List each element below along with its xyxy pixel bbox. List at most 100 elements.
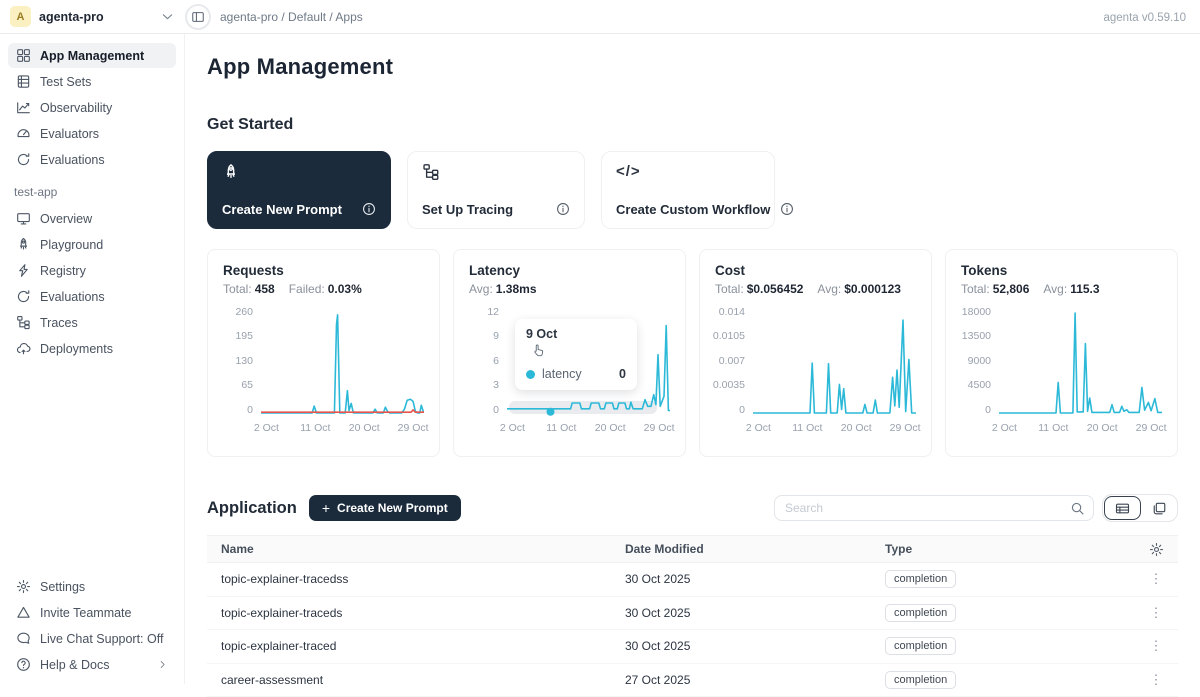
get-started-card-0[interactable]: Create New Prompt [207, 151, 391, 229]
get-started-card-1[interactable]: Set Up Tracing [407, 151, 585, 229]
chevron-down-icon [160, 9, 175, 24]
y-tick: 0.014 [719, 307, 745, 318]
card-view-icon [1152, 501, 1167, 516]
series-requests [261, 315, 424, 413]
sidebar-item-label: Settings [40, 580, 85, 594]
sidebar-item-label: Evaluators [40, 127, 99, 141]
code-icon: </> [616, 163, 641, 180]
table-row[interactable]: topic-explainer-traced 30 Oct 2025 compl… [207, 630, 1178, 664]
y-tick: 65 [241, 380, 253, 391]
sidebar-item-test-sets[interactable]: Test Sets [8, 69, 176, 94]
table-row[interactable]: topic-explainer-tracedss 30 Oct 2025 com… [207, 563, 1178, 597]
topbar: A agenta-pro agenta-pro / Default / Apps… [0, 0, 1200, 34]
sidebar-item-playground[interactable]: Playground [8, 232, 176, 257]
column-name[interactable]: Name [207, 542, 611, 556]
create-button-label: Create New Prompt [337, 501, 448, 515]
sidebar-item-live-chat[interactable]: Live Chat Support: Off [8, 626, 176, 651]
chart-title: Latency [469, 263, 670, 278]
hover-marker [547, 408, 555, 416]
workspace-name: agenta-pro [39, 10, 104, 24]
panel-left-icon [191, 10, 205, 24]
x-tick: 20 Oct [349, 422, 380, 434]
appstore-icon [16, 48, 31, 63]
table-view-button[interactable] [1104, 496, 1141, 520]
version-label: agenta v0.59.10 [1104, 12, 1187, 24]
x-tick: 29 Oct [890, 422, 921, 434]
stat: Avg:$0.000123 [817, 282, 901, 296]
sidebar-toggle-button[interactable] [185, 4, 211, 30]
column-date-modified[interactable]: Date Modified [611, 542, 871, 556]
sidebar-item-observability[interactable]: Observability [8, 95, 176, 120]
applications-table: Name Date Modified Type topic-explainer-… [207, 535, 1178, 697]
tree-icon [16, 315, 31, 330]
cost-card: Cost Total:$0.056452 Avg:$0.000123 0.014 0… [699, 249, 932, 457]
sidebar-item-label: Deployments [40, 342, 113, 356]
sidebar-item-help-docs[interactable]: Help & Docs [8, 652, 176, 677]
more-actions-icon[interactable]: ⋮ [1146, 571, 1167, 587]
more-actions-icon[interactable]: ⋮ [1146, 605, 1167, 621]
card-label: Create Custom Workflow [616, 202, 770, 217]
sidebar-item-deployments[interactable]: Deployments [8, 336, 176, 361]
x-tick: 29 Oct [644, 422, 675, 434]
column-type[interactable]: Type [871, 542, 1134, 556]
sidebar-item-evaluations[interactable]: Evaluations [8, 147, 176, 172]
workspace-avatar: A [10, 6, 31, 27]
x-tick: 29 Oct [398, 422, 429, 434]
info-icon[interactable] [556, 202, 570, 216]
create-new-prompt-button[interactable]: + Create New Prompt [309, 495, 461, 521]
sidebar-item-label: Invite Teammate [40, 606, 131, 620]
sidebar-item-label: Observability [40, 101, 112, 115]
search-icon[interactable] [1070, 501, 1085, 516]
sidebar-item-overview[interactable]: Overview [8, 206, 176, 231]
sidebar-item-evaluations[interactable]: Evaluations [8, 284, 176, 309]
card-label: Create New Prompt [222, 202, 342, 217]
more-actions-icon[interactable]: ⋮ [1146, 672, 1167, 688]
invite-icon [16, 605, 31, 620]
gear-icon[interactable] [1149, 542, 1164, 557]
type-badge: completion [885, 570, 956, 588]
application-title: Application [207, 499, 297, 518]
sidebar-item-settings[interactable]: Settings [8, 574, 176, 599]
sidebar-item-traces[interactable]: Traces [8, 310, 176, 335]
app-name-cell: topic-explainer-traceds [207, 606, 611, 620]
sidebar: App Management Test Sets Observability E… [0, 34, 185, 684]
y-tick: 13500 [962, 331, 991, 342]
info-icon[interactable] [362, 202, 376, 216]
date-modified-cell: 30 Oct 2025 [611, 572, 871, 586]
app-name-cell: topic-explainer-traced [207, 639, 611, 653]
monitor-icon [16, 211, 31, 226]
stat: Total:$0.056452 [715, 282, 803, 296]
table-row[interactable]: career-assessment 27 Oct 2025 completion… [207, 664, 1178, 697]
sidebar-item-label: Live Chat Support: Off [40, 632, 163, 646]
stat: Total:52,806 [961, 282, 1029, 296]
search-box [774, 495, 1094, 521]
chart-title: Tokens [961, 263, 1162, 278]
search-input[interactable] [785, 501, 1070, 515]
y-tick: 4500 [968, 380, 991, 391]
y-tick: 0 [739, 405, 745, 416]
get-started-card-2[interactable]: </> Create Custom Workflow [601, 151, 775, 229]
more-actions-icon[interactable]: ⋮ [1146, 638, 1167, 654]
chart-title: Cost [715, 263, 916, 278]
card-view-button[interactable] [1142, 495, 1177, 521]
sidebar-item-app-management[interactable]: App Management [8, 43, 176, 68]
sidebar-item-registry[interactable]: Registry [8, 258, 176, 283]
y-tick: 18000 [962, 307, 991, 318]
table-row[interactable]: topic-explainer-traceds 30 Oct 2025 comp… [207, 597, 1178, 631]
sidebar-item-evaluators[interactable]: Evaluators [8, 121, 176, 146]
workspace-selector[interactable]: A agenta-pro [0, 6, 185, 27]
type-badge: completion [885, 671, 956, 689]
line-chart [753, 309, 916, 419]
info-icon[interactable] [780, 202, 794, 216]
x-tick: 2 Oct [746, 422, 771, 434]
card-label: Set Up Tracing [422, 202, 513, 217]
sidebar-item-invite-teammate[interactable]: Invite Teammate [8, 600, 176, 625]
